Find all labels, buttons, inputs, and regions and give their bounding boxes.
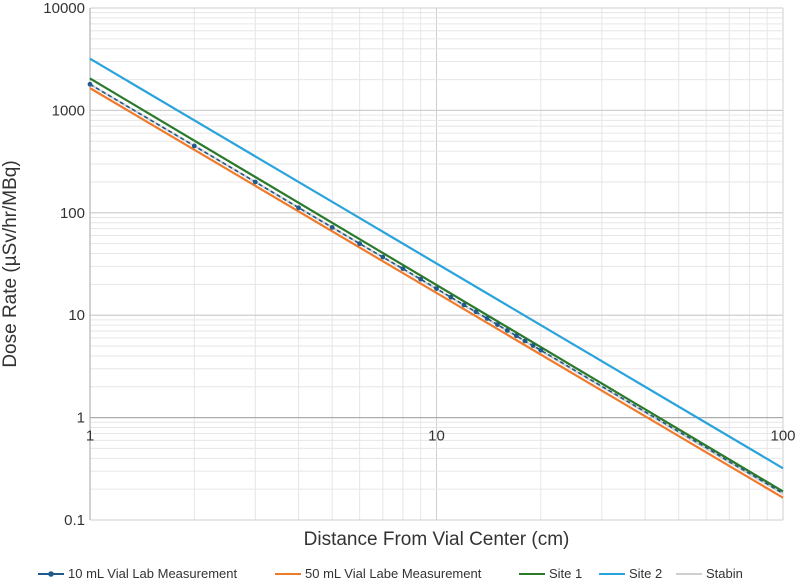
x-tick-label: 100	[770, 428, 795, 445]
data-point	[538, 347, 544, 353]
data-point	[87, 81, 93, 87]
y-tick-label: 10	[68, 307, 85, 324]
series-line-2	[89, 77, 784, 493]
series-line-3	[89, 57, 784, 470]
gridlines	[89, 7, 784, 521]
legend-item: 50 mL Vial Labe Measurement	[275, 566, 482, 581]
data-point	[357, 241, 363, 247]
legend-label: Site 1	[549, 566, 582, 581]
series-line-1	[89, 87, 784, 499]
legend: 10 mL Vial Lab Measurement 50 mL Vial Lab…	[38, 566, 743, 581]
data-point	[191, 143, 197, 149]
axes	[89, 8, 783, 520]
legend-item: Site 2	[599, 566, 662, 581]
legend-label: 10 mL Vial Lab Measurement	[68, 566, 237, 581]
y-tick-label: 10000	[43, 0, 85, 17]
data-point	[522, 338, 528, 344]
data-point	[484, 316, 490, 321]
data-point	[400, 266, 406, 272]
x-axis-title: Distance From Vial Center (cm)	[304, 529, 570, 550]
data-point	[473, 309, 479, 315]
data-point	[296, 205, 302, 211]
data-point	[530, 343, 536, 348]
y-axis-title: Dose Rate (µSv/hr/MBq)	[0, 160, 21, 367]
x-tick-label: 10	[428, 428, 445, 445]
data-point	[252, 179, 258, 185]
data-point	[329, 225, 335, 230]
y-tick-label: 1	[77, 410, 85, 427]
series-line-0	[89, 83, 784, 495]
data-point	[513, 333, 519, 339]
legend-label: Site 2	[629, 566, 662, 581]
legend-label: Stabin	[706, 566, 743, 581]
data-point	[448, 294, 454, 300]
plot-series	[87, 57, 784, 499]
data-point	[418, 276, 424, 282]
data-point	[504, 328, 510, 333]
tick-labels: 0.1 1 10 100 1000 10000 1 10 100	[43, 0, 795, 529]
legend-item: Site 1	[519, 566, 582, 581]
legend-item: Stabin	[676, 566, 743, 581]
data-point	[461, 302, 467, 308]
data-point	[434, 286, 439, 291]
data-point	[380, 254, 386, 260]
legend-label: 50 mL Vial Labe Measurement	[305, 566, 482, 581]
legend-item: 10 mL Vial Lab Measurement	[38, 566, 237, 581]
y-tick-label: 100	[60, 205, 85, 222]
y-tick-label: 0.1	[64, 512, 85, 529]
legend-marker	[48, 571, 54, 577]
data-point	[495, 322, 500, 327]
y-tick-label: 1000	[52, 102, 85, 119]
x-tick-label: 1	[86, 428, 94, 445]
